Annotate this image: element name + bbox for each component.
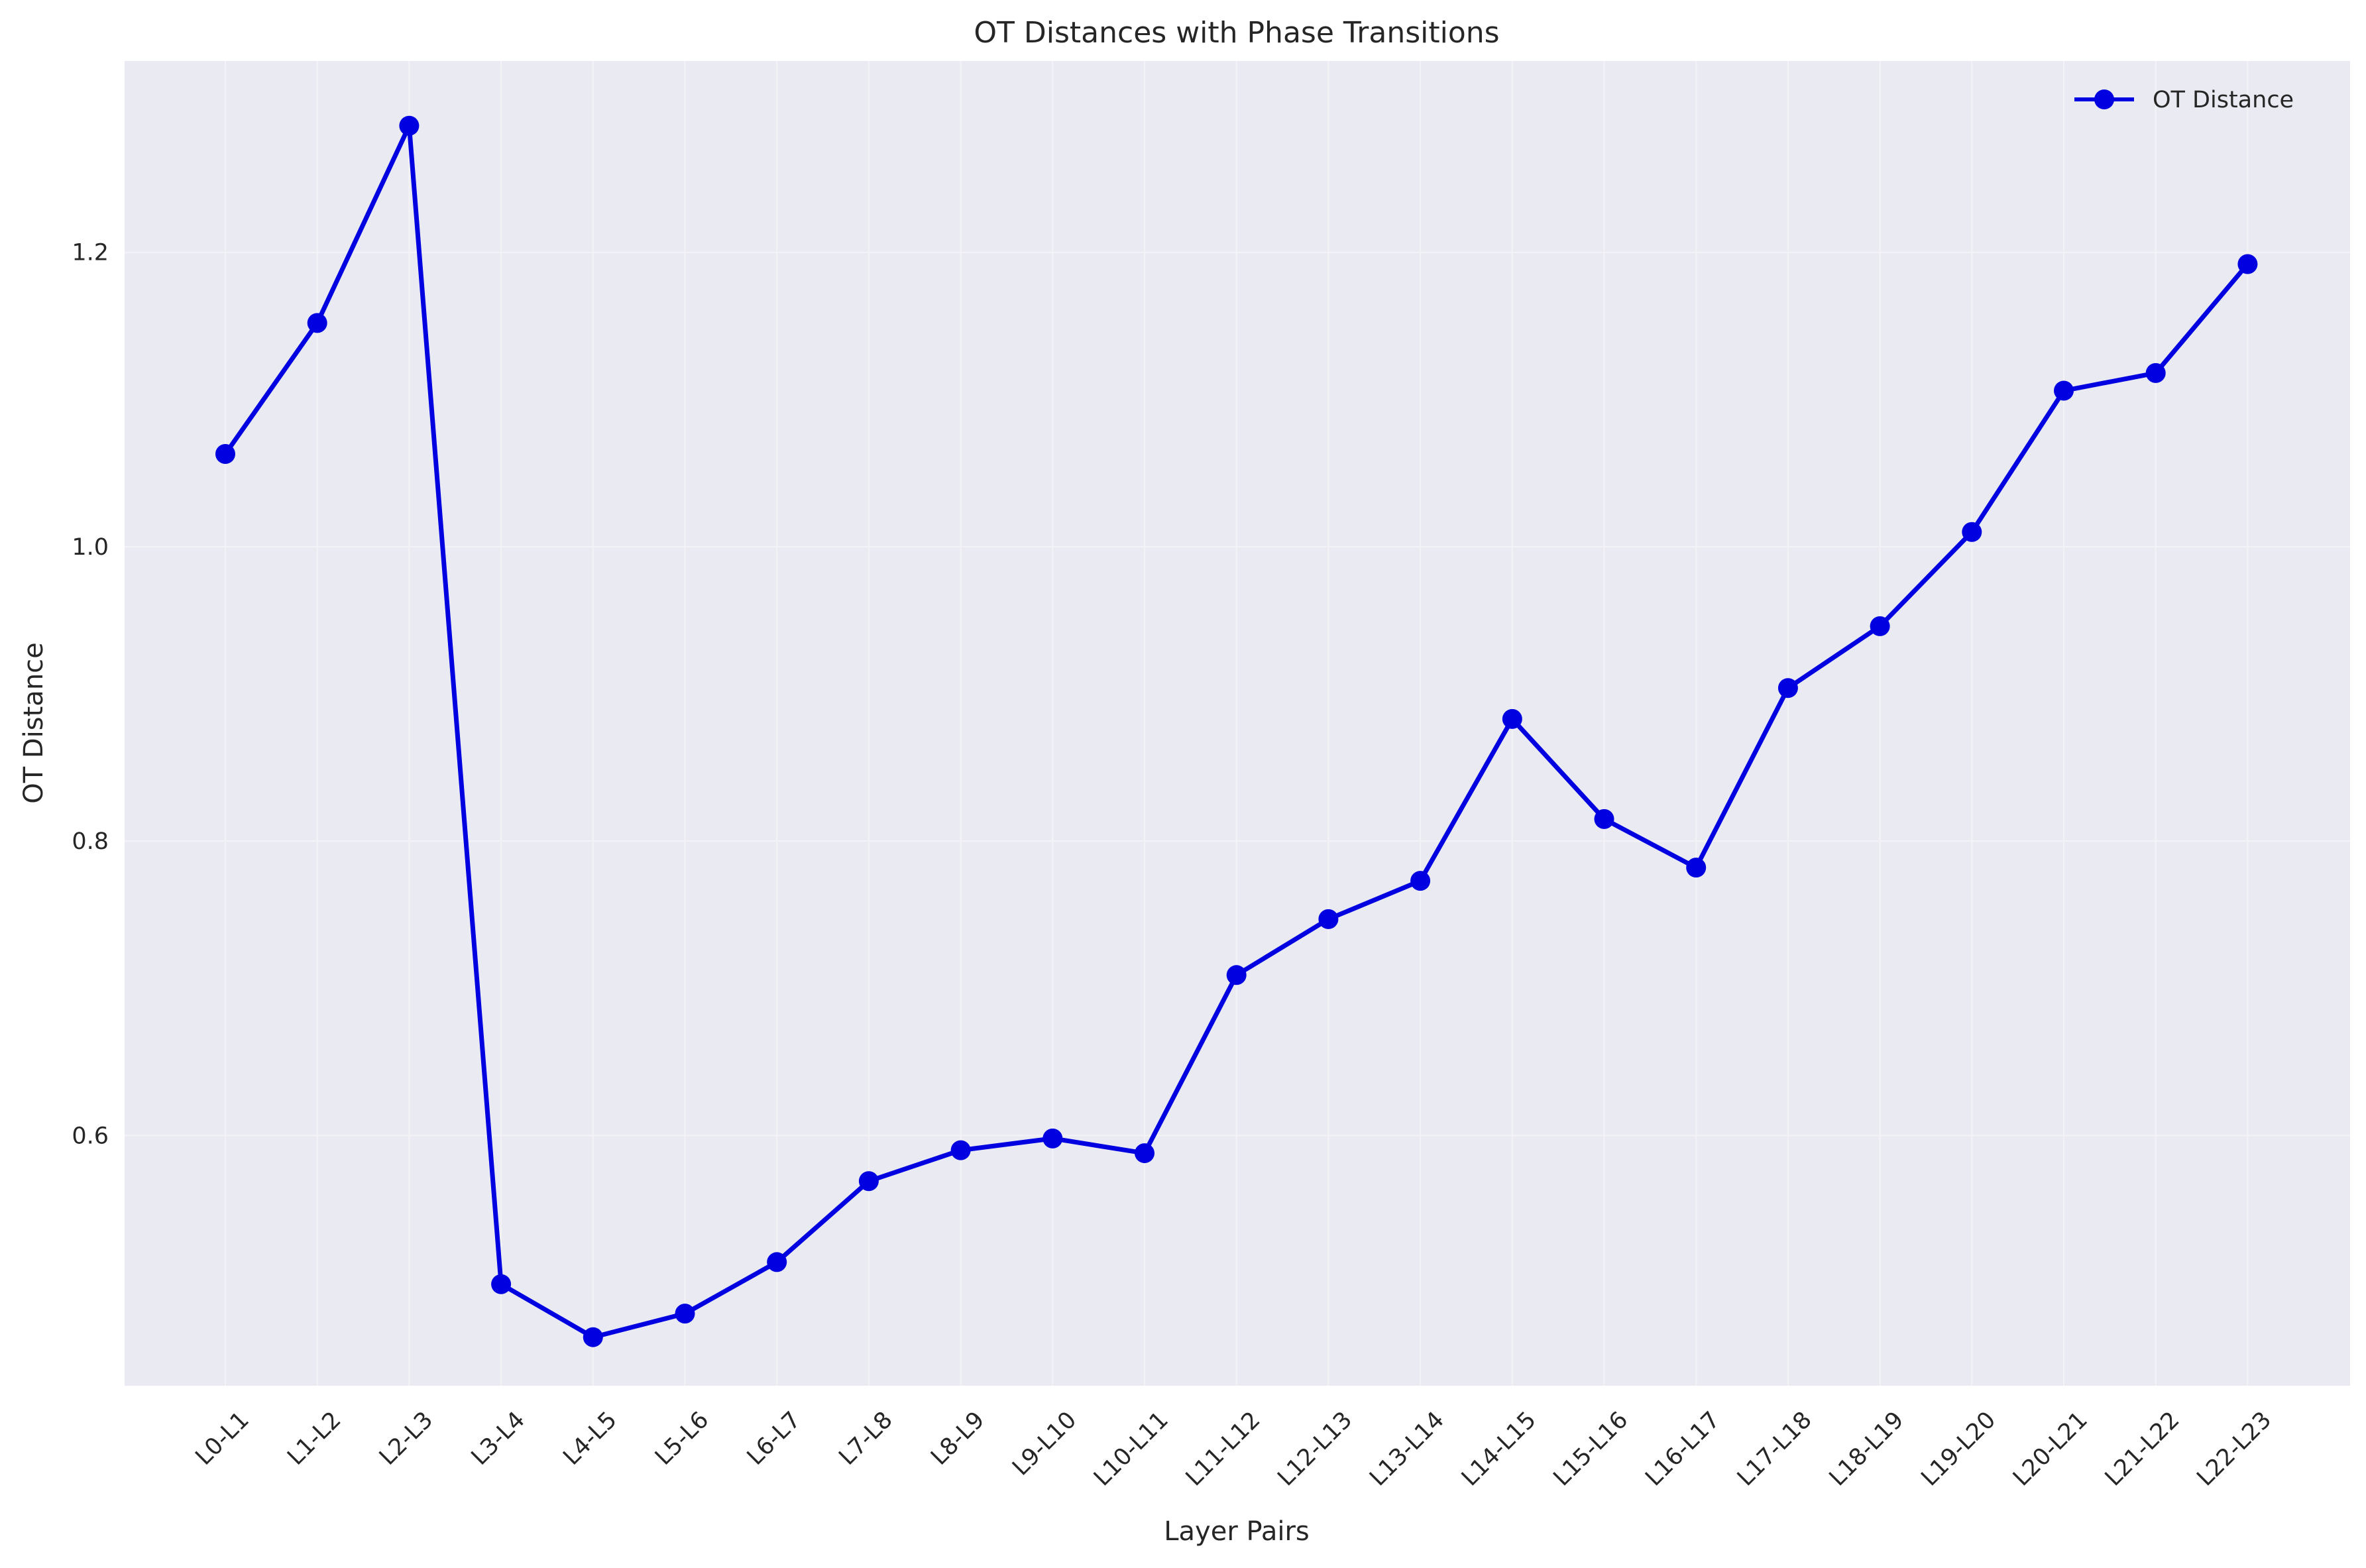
x-tick-label: L19-L20 [1916, 1407, 2001, 1492]
y-tick-labels: 0.6 0.8 1.0 1.2 [72, 240, 109, 1150]
x-tick-label: L16-L17 [1640, 1407, 1725, 1492]
y-tick-label: 1.0 [72, 534, 109, 561]
y-tick-label: 1.2 [72, 240, 109, 266]
legend-label: OT Distance [2153, 87, 2294, 113]
y-tick-label: 0.8 [72, 828, 109, 855]
x-tick-label: L4-L5 [558, 1407, 622, 1471]
data-point [2054, 380, 2074, 401]
y-axis-label: OT Distance [19, 642, 49, 804]
x-tick-label: L14-L15 [1457, 1407, 1542, 1492]
data-point [583, 1327, 603, 1347]
x-tick-label: L22-L23 [2192, 1407, 2277, 1492]
data-point [215, 444, 235, 465]
x-axis-label: Layer Pairs [1164, 1516, 1309, 1547]
data-point [491, 1274, 512, 1294]
x-tick-label: L9-L10 [1007, 1407, 1082, 1481]
x-tick-label: L5-L6 [650, 1407, 714, 1471]
x-tick-label: L13-L14 [1365, 1407, 1449, 1492]
data-point [1226, 965, 1247, 985]
data-point [1135, 1143, 1155, 1164]
x-tick-label: L12-L13 [1273, 1407, 1358, 1492]
data-point [858, 1171, 879, 1192]
data-point [1318, 909, 1339, 929]
legend-marker [2094, 89, 2114, 109]
chart-title: OT Distances with Phase Transitions [974, 16, 1499, 50]
plot-area [125, 61, 2350, 1386]
x-tick-label: L1-L2 [282, 1407, 346, 1471]
x-tick-labels: L0-L1 L1-L2 L2-L3 L3-L4 L4-L5 L5-L6 L6-L7 L7-L8… [191, 1407, 2277, 1492]
data-point [1870, 616, 1890, 636]
data-point [399, 115, 420, 136]
data-point [1594, 809, 1614, 829]
data-point [307, 313, 327, 333]
x-tick-label: L7-L8 [834, 1407, 898, 1471]
x-tick-label: L21-L22 [2100, 1407, 2185, 1492]
data-point [767, 1252, 787, 1272]
data-point [1686, 858, 1707, 878]
x-tick-label: L15-L16 [1549, 1407, 1634, 1492]
x-tick-label: L18-L19 [1825, 1407, 1909, 1492]
data-point [2237, 254, 2258, 274]
data-point [950, 1140, 971, 1160]
x-tick-label: L0-L1 [191, 1407, 254, 1471]
data-point [1777, 678, 1798, 699]
x-tick-label: L2-L3 [374, 1407, 438, 1471]
grid-lines [125, 61, 2350, 1386]
x-tick-label: L3-L4 [467, 1407, 530, 1471]
data-point [2145, 363, 2166, 383]
data-point [1410, 871, 1431, 891]
data-point [1962, 522, 1982, 542]
x-tick-label: L8-L9 [926, 1407, 989, 1471]
x-tick-label: L20-L21 [2008, 1407, 2093, 1492]
data-point [1502, 708, 1522, 729]
series-group [215, 115, 2258, 1347]
data-point [675, 1304, 695, 1324]
x-tick-label: L11-L12 [1181, 1407, 1266, 1492]
x-tick-label: L6-L7 [742, 1407, 806, 1471]
y-tick-label: 0.6 [72, 1123, 109, 1149]
x-tick-label: L10-L11 [1089, 1407, 1174, 1492]
data-point [1042, 1128, 1063, 1148]
x-tick-label: L17-L18 [1732, 1407, 1817, 1492]
legend: OT Distance [2074, 87, 2294, 113]
